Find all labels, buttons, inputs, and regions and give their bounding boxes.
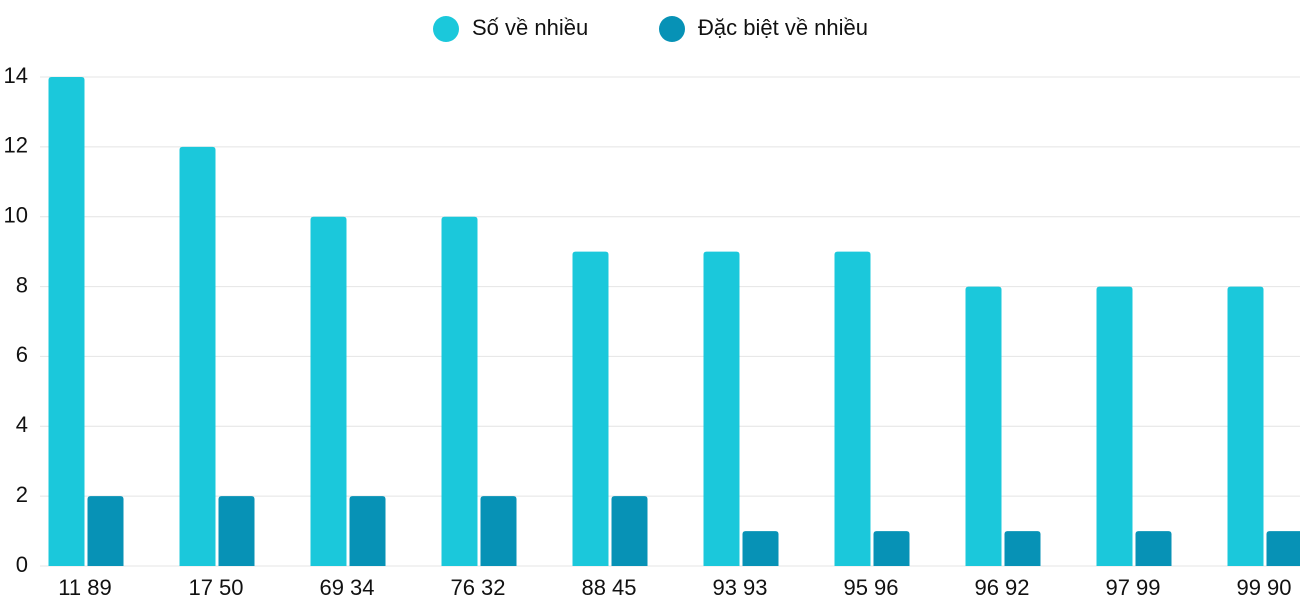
y-tick-label: 10 xyxy=(4,203,28,228)
bar xyxy=(179,146,216,566)
bar xyxy=(742,531,779,566)
x-tick-label: 99 90 xyxy=(1236,575,1291,600)
bar xyxy=(572,251,609,566)
bar xyxy=(1266,531,1300,566)
y-tick-label: 4 xyxy=(16,412,28,437)
x-tick-label: 88 45 xyxy=(581,575,636,600)
x-tick-label: 17 50 xyxy=(188,575,243,600)
bar xyxy=(965,286,1002,566)
bar xyxy=(834,251,871,566)
x-tick-label: 93 93 xyxy=(712,575,767,600)
y-tick-label: 8 xyxy=(16,272,28,297)
bar xyxy=(480,496,517,566)
bar xyxy=(310,216,347,566)
y-tick-label: 12 xyxy=(4,133,28,158)
bar xyxy=(1135,531,1172,566)
x-tick-label: 97 99 xyxy=(1105,575,1160,600)
bar xyxy=(873,531,910,566)
bar xyxy=(703,251,740,566)
bar xyxy=(1096,286,1133,566)
y-tick-label: 14 xyxy=(4,63,28,88)
bar xyxy=(48,77,85,566)
bar xyxy=(1227,286,1264,566)
y-tick-label: 2 xyxy=(16,482,28,507)
bar xyxy=(87,496,124,566)
x-tick-label: 11 89 xyxy=(58,575,111,600)
legend-label: Đặc biệt về nhiều xyxy=(698,15,868,40)
y-tick-label: 6 xyxy=(16,342,28,367)
bar xyxy=(218,496,255,566)
x-tick-label: 95 96 xyxy=(843,575,898,600)
legend-marker xyxy=(433,16,459,42)
bar xyxy=(611,496,648,566)
bar xyxy=(349,496,386,566)
bar xyxy=(1004,531,1041,566)
x-tick-label: 96 92 xyxy=(974,575,1029,600)
legend-label: Số về nhiều xyxy=(472,15,588,40)
x-tick-label: 69 34 xyxy=(319,575,374,600)
bar xyxy=(441,216,478,566)
x-tick-label: 76 32 xyxy=(450,575,505,600)
legend-marker xyxy=(659,16,685,42)
y-tick-label: 0 xyxy=(16,552,28,577)
